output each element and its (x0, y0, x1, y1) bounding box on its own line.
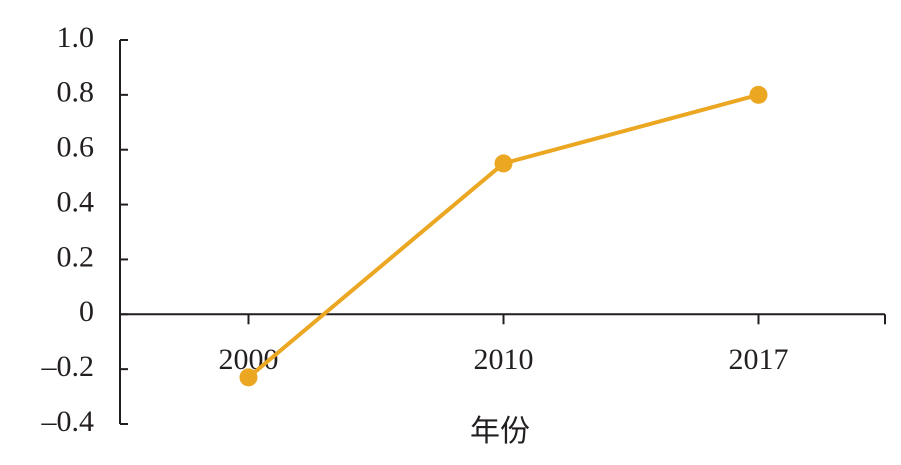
x-axis-label: 年份 (470, 415, 530, 448)
y-tick-label: 0.6 (57, 131, 95, 164)
y-tick-label: 0.4 (57, 185, 95, 218)
point (239, 368, 258, 387)
x-tick-label: 2017 (729, 343, 789, 376)
y-tick-label: 0.2 (57, 240, 95, 273)
y-tick-label: –0.4 (41, 405, 95, 438)
x-tick-label: 2010 (474, 343, 534, 376)
line (247, 92, 760, 379)
point (494, 154, 513, 173)
y-tick-label: 0.8 (57, 76, 95, 109)
y-tick-label: 0 (79, 295, 94, 328)
y-tick-label: –0.2 (41, 350, 95, 383)
point (749, 85, 768, 104)
y-tick-label: 1.0 (57, 21, 95, 54)
